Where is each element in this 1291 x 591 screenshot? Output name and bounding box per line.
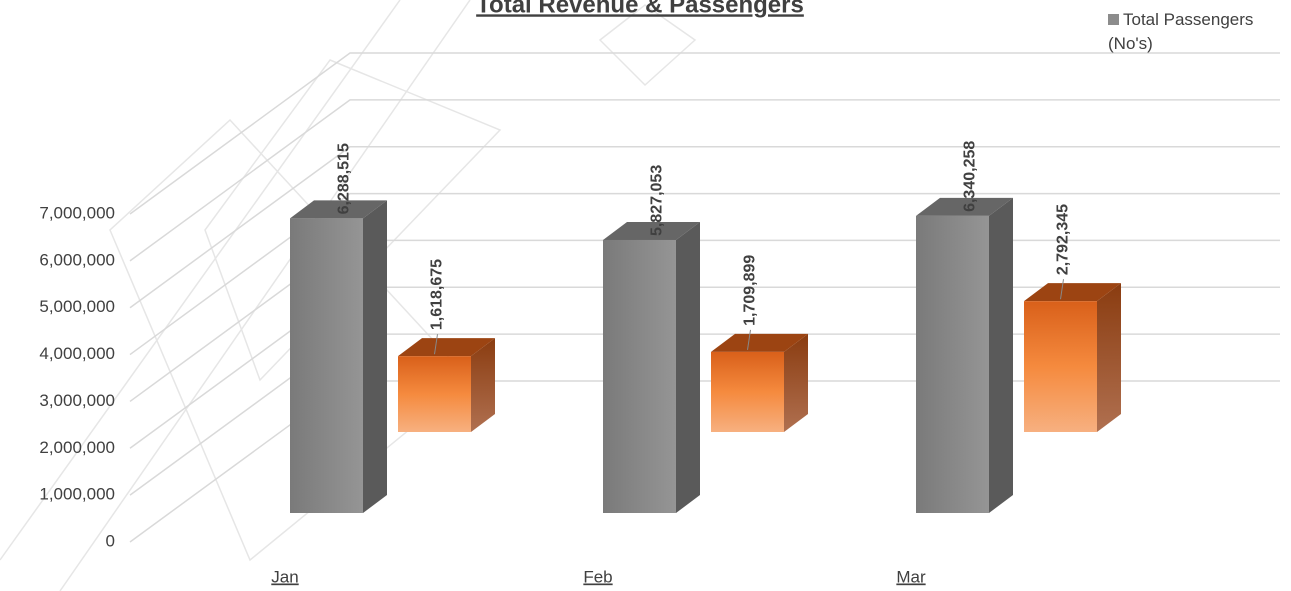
bar-face	[1097, 283, 1121, 432]
background-decoration	[0, 0, 697, 591]
data-label: 6,340,258	[962, 141, 979, 212]
y-tick-label: 0	[106, 531, 115, 550]
data-label: 5,827,053	[649, 165, 666, 236]
y-tick-label: 3,000,000	[39, 391, 115, 410]
bar	[398, 338, 495, 432]
y-tick-label: 7,000,000	[39, 203, 115, 222]
bar-face	[290, 200, 387, 219]
data-label: 1,709,899	[742, 255, 759, 326]
y-tick-label: 2,000,000	[39, 438, 115, 457]
bar-face	[398, 338, 495, 357]
bar-face	[916, 215, 989, 513]
x-tick-label: Feb	[583, 567, 612, 586]
legend-label: Total Passengers (No's)	[1108, 10, 1254, 53]
bar-face	[1024, 301, 1097, 432]
legend-swatch	[1108, 14, 1119, 25]
bar	[711, 333, 808, 432]
x-tick-label: Jan	[271, 567, 298, 586]
leader-line	[1060, 279, 1064, 300]
leader-line	[747, 329, 751, 350]
data-label: 6,288,515	[336, 143, 353, 214]
bar-face	[916, 197, 1013, 216]
y-tick-label: 4,000,000	[39, 344, 115, 363]
y-tick-label: 6,000,000	[39, 250, 115, 269]
bar-face	[784, 333, 808, 432]
bar-face	[676, 221, 700, 514]
chart-title: Total Revenue & Passengers	[476, 0, 804, 18]
bar	[603, 221, 700, 514]
bar-face	[290, 218, 363, 514]
legend: Total Passengers (No's)	[1108, 8, 1288, 56]
bar-face	[989, 197, 1013, 513]
bar-face	[398, 356, 471, 432]
bar	[290, 200, 387, 514]
leader-line	[434, 334, 438, 355]
grid-line	[129, 145, 1280, 309]
grid-line	[129, 99, 1280, 262]
bar-face	[603, 221, 700, 240]
y-tick-label: 1,000,000	[39, 485, 115, 504]
x-tick-label: Mar	[896, 567, 926, 586]
bar	[916, 197, 1013, 513]
legend-item: Total Passengers (No's)	[1108, 8, 1288, 56]
bar	[1024, 283, 1121, 432]
bar-face	[363, 200, 387, 514]
bar-face	[711, 351, 784, 432]
bar-face	[471, 338, 495, 432]
bar-face	[1024, 283, 1121, 302]
data-label: 1,618,675	[429, 259, 446, 330]
y-tick-label: 5,000,000	[39, 297, 115, 316]
bar-face	[711, 333, 808, 352]
grid-line	[129, 192, 1280, 356]
grid-line	[129, 52, 1280, 215]
bar-face	[603, 239, 676, 513]
data-label: 2,792,345	[1055, 204, 1072, 275]
